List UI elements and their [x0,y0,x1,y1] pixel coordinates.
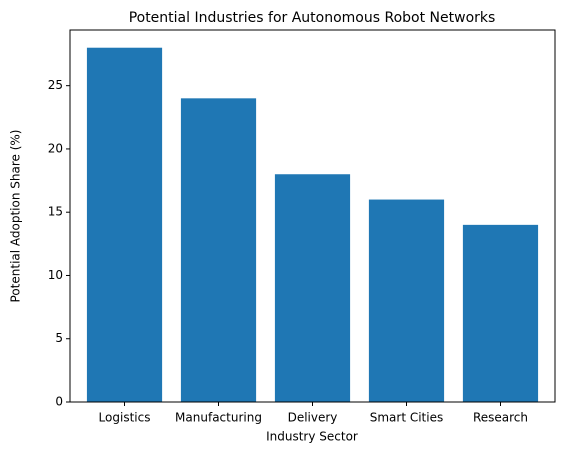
bar [86,47,163,402]
y-tick-label: 20 [48,141,63,155]
y-axis-label: Potential Adoption Share (%) [9,130,23,303]
bar [462,224,539,402]
x-tick-label: Delivery [288,411,338,425]
y-tick-label: 15 [48,205,63,219]
y-tick-label: 25 [48,78,63,92]
y-tick-label: 5 [55,331,63,345]
x-tick-label: Manufacturing [175,411,262,425]
bar [180,98,257,402]
y-tick-label: 10 [48,268,63,282]
x-tick-label: Smart Cities [370,411,444,425]
x-tick-label: Logistics [99,411,151,425]
chart-title: Potential Industries for Autonomous Robo… [129,10,496,26]
x-axis-label: Industry Sector [266,430,358,444]
bar [368,199,445,402]
bar [274,174,351,402]
x-tick-label: Research [473,411,528,425]
plot-frame [69,29,556,403]
y-tick-label: 0 [55,395,63,409]
